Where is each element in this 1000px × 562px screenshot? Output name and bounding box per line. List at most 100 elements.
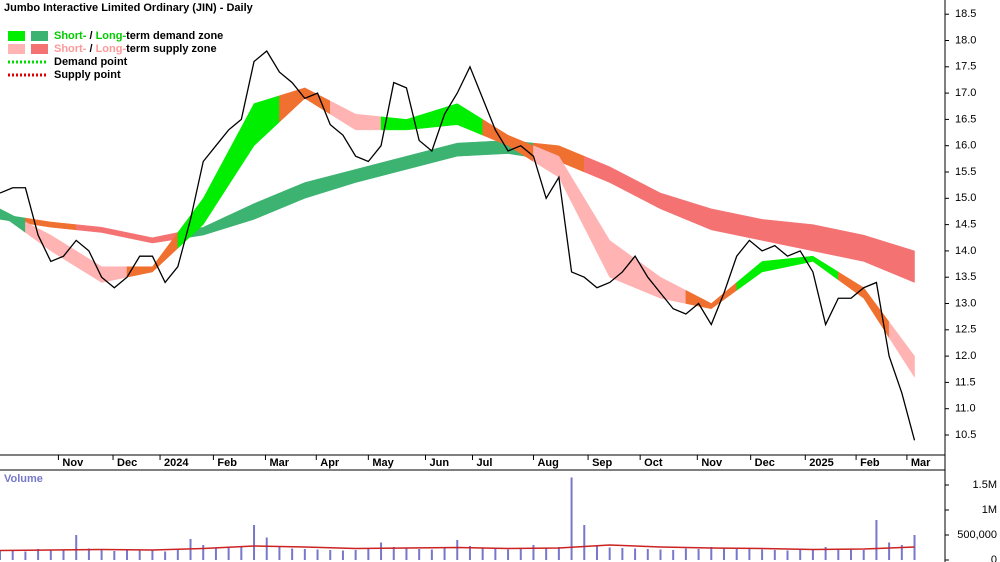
volume-bar	[799, 549, 802, 560]
volume-bar	[824, 547, 827, 560]
volume-bar	[735, 548, 738, 560]
volume-bar	[151, 550, 154, 560]
volume-bar	[202, 545, 205, 560]
volume-bar	[278, 546, 281, 560]
volume-bar	[240, 547, 243, 560]
legend-part: term demand zone	[126, 30, 223, 42]
y-tick-label: 1.5M	[973, 479, 997, 491]
price-line	[0, 50, 916, 441]
zone-segment	[888, 242, 915, 283]
x-tick-label: Nov	[701, 457, 723, 469]
legend-text: Short- / Long-term demand zone	[54, 30, 223, 42]
legend-swatch	[31, 31, 48, 41]
y-tick-label: 12.0	[955, 350, 976, 362]
x-tick-label: Oct	[644, 457, 663, 469]
y-tick-label: 14.0	[955, 245, 976, 257]
volume-bar	[75, 535, 78, 560]
y-tick-label: 15.5	[955, 166, 976, 178]
volume-bar	[532, 545, 535, 560]
x-tick-label: Feb	[860, 457, 880, 469]
volume-bar	[468, 546, 471, 560]
volume-bar	[329, 550, 332, 560]
legend-swatch	[8, 31, 25, 41]
volume-bar	[341, 550, 344, 560]
y-tick-label: 500,000	[957, 529, 997, 541]
volume-bar	[684, 548, 687, 560]
volume-bar	[837, 548, 840, 560]
volume-bar	[773, 550, 776, 560]
x-tick-label: Feb	[217, 457, 237, 469]
volume-bar	[253, 525, 256, 560]
volume-bar	[214, 547, 217, 560]
legend-part: Long-	[96, 43, 127, 55]
chart-title: Jumbo Interactive Limited Ordinary (JIN)…	[4, 2, 254, 14]
zone-segment	[888, 321, 915, 379]
volume-bar	[138, 549, 141, 560]
legend-part: Supply point	[54, 69, 121, 81]
y-tick-label: 16.5	[955, 113, 976, 125]
volume-bar	[595, 545, 598, 560]
volume-bar	[367, 548, 370, 560]
x-tick-label: Sep	[592, 457, 612, 469]
volume-bar	[697, 549, 700, 560]
volume-bar	[456, 540, 459, 560]
volume-bar	[888, 542, 891, 560]
x-tick-label: May	[372, 457, 394, 469]
y-tick-label: 16.0	[955, 140, 976, 152]
y-tick-label: 18.0	[955, 34, 976, 46]
legend-text: Short- / Long-term supply zone	[54, 43, 217, 55]
x-tick-label: Dec	[117, 457, 137, 469]
x-tick-label: Aug	[537, 457, 558, 469]
legend-text: Demand point	[54, 56, 128, 68]
volume-bar	[634, 548, 637, 560]
volume-bar	[87, 548, 90, 560]
legend-part: term supply zone	[126, 43, 216, 55]
volume-bar	[583, 525, 586, 560]
x-tick-label: 2024	[164, 457, 189, 469]
volume-bar	[265, 537, 268, 560]
y-tick-label: 14.5	[955, 219, 976, 231]
volume-bar	[659, 549, 662, 560]
volume-bar	[405, 548, 408, 560]
x-tick-label: Mar	[911, 457, 931, 469]
volume-bar	[646, 549, 649, 560]
volume-bar	[557, 547, 560, 560]
legend-text: Supply point	[54, 69, 121, 81]
legend-part: Long-	[96, 30, 127, 42]
volume-bar	[545, 547, 548, 560]
volume-bar	[62, 549, 65, 560]
legend-part: Demand point	[54, 56, 128, 68]
volume-bar	[49, 550, 52, 560]
volume-bar	[303, 549, 306, 560]
volume-bar	[608, 547, 611, 560]
y-tick-label: 1M	[982, 504, 997, 516]
volume-bar	[850, 549, 853, 560]
volume-bar	[710, 547, 713, 560]
y-tick-label: 15.0	[955, 192, 976, 204]
volume-bar	[786, 550, 789, 560]
legend-swatch	[8, 44, 25, 54]
y-tick-label: 13.0	[955, 297, 976, 309]
y-tick-label: 13.5	[955, 271, 976, 283]
legend-part: /	[86, 30, 95, 42]
volume-bar	[748, 549, 751, 560]
volume-bar	[875, 520, 878, 560]
volume-bar	[621, 548, 624, 560]
volume-bar	[24, 551, 27, 560]
volume-bar	[0, 551, 1, 560]
x-tick-label: Nov	[62, 457, 84, 469]
x-tick-label: 2025	[809, 457, 833, 469]
volume-bar	[11, 550, 14, 560]
x-tick-label: Jul	[477, 457, 493, 469]
y-tick-label: 11.5	[955, 376, 976, 388]
legend-swatch	[31, 44, 48, 54]
x-tick-label: Jun	[430, 457, 450, 469]
y-tick-label: 0	[991, 554, 997, 562]
volume-bar	[570, 477, 573, 560]
legend-part: Short-	[54, 30, 87, 42]
x-tick-label: Mar	[269, 457, 289, 469]
volume-bar	[430, 549, 433, 560]
volume-bar	[862, 550, 865, 560]
volume-bar	[113, 551, 116, 560]
